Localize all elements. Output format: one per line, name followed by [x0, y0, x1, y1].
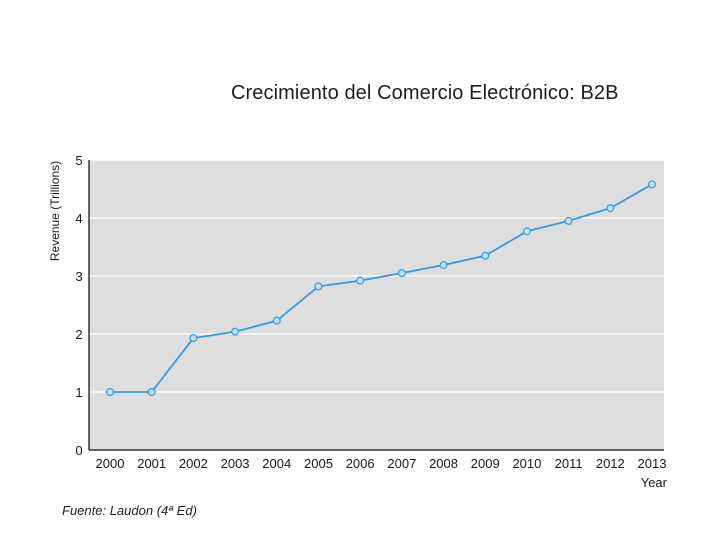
series-layer [105, 180, 656, 397]
x-tick-label: 2007 [387, 456, 416, 471]
x-tick-label: 2004 [262, 456, 291, 471]
x-tick-label: 2003 [221, 456, 250, 471]
axes [88, 160, 664, 451]
x-tick-label: 2005 [304, 456, 333, 471]
x-tick-label: 2009 [471, 456, 500, 471]
y-axis-label: Revenue (Trillions) [48, 161, 62, 261]
source-note: Fuente: Laudon (4ª Ed) [62, 503, 197, 518]
x-tick-label: 2012 [596, 456, 625, 471]
data-point [481, 251, 490, 260]
y-tick-label: 0 [75, 443, 82, 458]
chart-title: Crecimiento del Comercio Electrónico: B2… [231, 82, 619, 104]
x-tick-label: 2010 [512, 456, 541, 471]
y-tick-labels: 0 1 2 3 4 5 [75, 153, 82, 458]
data-point [564, 216, 573, 225]
data-point [397, 269, 406, 278]
series-line [110, 183, 653, 393]
x-axis-label: Year [641, 475, 668, 490]
y-tick-label: 5 [75, 153, 82, 168]
data-point [356, 276, 365, 285]
data-point [647, 180, 656, 189]
x-tick-label: 2008 [429, 456, 458, 471]
y-tick-label: 4 [75, 211, 82, 226]
x-tick-label: 2000 [96, 456, 125, 471]
data-point [147, 388, 156, 397]
x-tick-label: 2001 [137, 456, 166, 471]
data-point [439, 260, 448, 269]
x-tick-labels: 2000 2001 2002 2003 2004 2005 2006 2007 2008 2009… [96, 456, 667, 471]
data-point [231, 327, 240, 336]
data-point [105, 388, 114, 397]
data-point [314, 282, 323, 291]
data-point [272, 316, 281, 325]
plot-area [89, 160, 664, 450]
data-point [189, 334, 198, 343]
data-point [606, 204, 615, 213]
y-tick-label: 2 [75, 327, 82, 342]
x-tick-label: 2006 [346, 456, 375, 471]
y-tick-label: 3 [75, 269, 82, 284]
x-tick-label: 2011 [555, 456, 583, 471]
x-tick-label: 2002 [179, 456, 208, 471]
y-tick-label: 1 [75, 385, 82, 400]
x-tick-label: 2013 [638, 456, 667, 471]
data-point [522, 227, 531, 236]
